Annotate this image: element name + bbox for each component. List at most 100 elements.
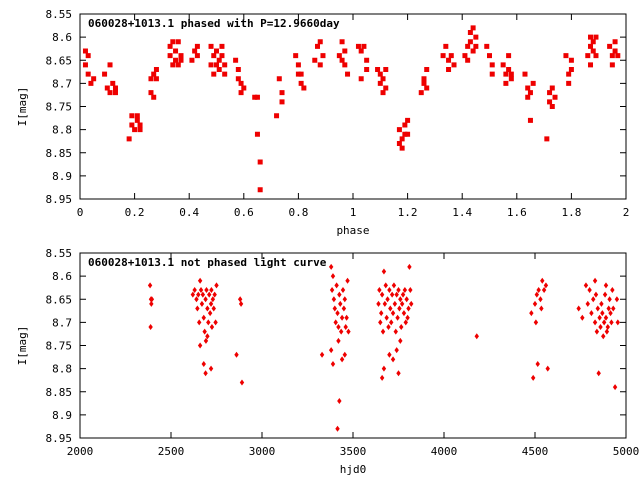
data-point: [361, 43, 367, 49]
data-point: [393, 328, 398, 335]
data-point: [615, 53, 621, 59]
data-point: [329, 287, 335, 293]
data-point: [339, 39, 345, 45]
data-point: [342, 48, 348, 54]
data-point: [194, 53, 200, 59]
y-tick-label: 8.75: [46, 340, 73, 353]
data-point: [344, 314, 349, 321]
y-tick-label: 8.55: [46, 247, 73, 260]
data-point: [612, 384, 618, 391]
data-point: [421, 80, 427, 86]
data-point: [355, 43, 361, 49]
data-point: [467, 30, 473, 35]
data-point: [134, 117, 140, 123]
data-point: [615, 319, 621, 326]
data-point: [398, 337, 403, 344]
data-point: [254, 94, 260, 100]
data-point: [207, 310, 213, 317]
data-point: [222, 71, 228, 77]
data-point: [148, 90, 154, 96]
data-point: [576, 305, 581, 312]
data-point: [328, 263, 334, 270]
x-tick-label: 0.4: [179, 206, 199, 219]
data-point: [406, 305, 411, 312]
data-point: [212, 291, 217, 298]
data-point: [317, 62, 323, 68]
data-point: [336, 337, 341, 344]
data-point: [399, 145, 405, 151]
data-point: [338, 300, 343, 307]
data-point: [383, 67, 389, 72]
x-tick-label: 1.2: [398, 206, 418, 219]
data-point: [588, 34, 594, 40]
data-point: [274, 113, 280, 119]
data-point: [500, 62, 506, 68]
data-point: [234, 351, 239, 358]
data-point: [389, 319, 394, 326]
data-point: [216, 57, 222, 63]
data-point: [377, 80, 383, 86]
data-point: [380, 76, 386, 82]
x-tick-label: 0.6: [234, 206, 254, 219]
data-point: [238, 300, 244, 307]
x-tick-label: 2: [623, 206, 630, 219]
data-point: [396, 141, 402, 146]
x-tick-label: 5000: [613, 445, 640, 458]
data-point: [238, 80, 244, 86]
data-point: [525, 85, 531, 91]
data-point: [205, 333, 210, 340]
data-point: [397, 305, 402, 312]
data-point: [239, 379, 245, 386]
data-point: [383, 282, 388, 289]
data-point: [599, 300, 604, 307]
data-point: [192, 48, 198, 54]
data-point: [345, 277, 350, 284]
data-point: [489, 71, 495, 77]
data-point: [112, 90, 118, 96]
y-tick-label: 8.7: [52, 77, 72, 90]
plot-title: 060028+1013.1 not phased light curve: [88, 256, 327, 269]
data-point: [421, 76, 427, 82]
x-tick-label: 0.8: [288, 206, 308, 219]
data-point: [211, 305, 216, 312]
data-point: [197, 319, 202, 326]
data-point: [151, 71, 157, 77]
data-point: [609, 53, 615, 59]
data-point: [194, 296, 199, 303]
data-point: [465, 57, 471, 63]
data-point: [342, 296, 348, 303]
data-point: [598, 324, 603, 330]
data-point: [403, 319, 408, 326]
data-point: [110, 80, 116, 86]
data-point: [377, 71, 383, 77]
data-point: [194, 43, 200, 49]
data-point: [401, 310, 407, 317]
data-point: [552, 94, 558, 100]
x-tick-label: 0.2: [125, 206, 145, 219]
data-point: [375, 67, 381, 72]
data-point: [206, 319, 211, 326]
data-point: [543, 282, 549, 289]
data-point: [402, 122, 408, 128]
data-point: [474, 333, 479, 340]
data-point: [614, 296, 620, 303]
data-point: [536, 287, 541, 293]
data-point: [530, 374, 536, 381]
data-point: [257, 159, 263, 165]
data-point: [201, 314, 206, 321]
data-point: [112, 85, 118, 91]
data-point: [418, 90, 424, 96]
data-point: [593, 34, 599, 40]
plot-title: 060028+1013.1 phased with P=12.9660day: [88, 17, 340, 30]
x-tick-label: 0: [77, 206, 84, 219]
data-point: [549, 104, 555, 109]
data-point: [82, 62, 88, 68]
data-point: [503, 80, 509, 86]
data-point: [602, 291, 608, 298]
data-point: [195, 305, 200, 312]
data-point: [446, 67, 452, 72]
data-point: [405, 117, 411, 123]
data-point: [85, 53, 91, 59]
data-point: [343, 324, 348, 330]
